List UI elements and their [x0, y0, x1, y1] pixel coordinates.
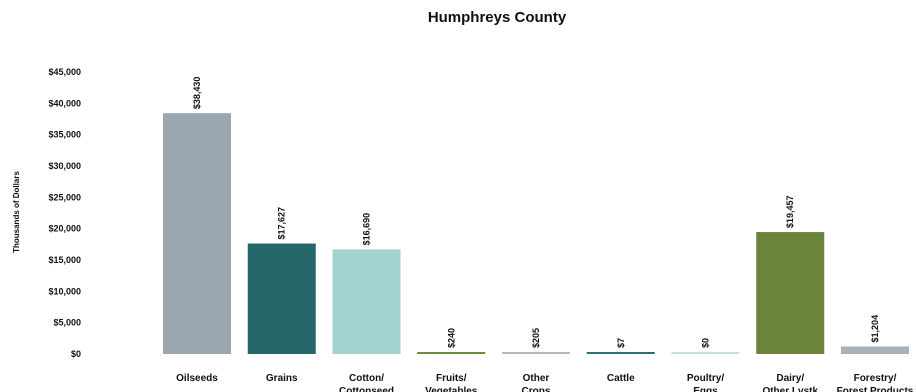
- y-tick-label: $35,000: [48, 130, 81, 140]
- category-label: Cotton/: [349, 373, 384, 384]
- y-tick-label: $10,000: [48, 286, 81, 296]
- y-tick-label: $0: [71, 349, 81, 359]
- data-label: $7: [616, 338, 626, 348]
- data-label: $1,204: [870, 315, 880, 343]
- data-label: $205: [531, 328, 541, 348]
- category-label: Other: [523, 373, 550, 384]
- category-label: Cottonseed: [339, 386, 394, 392]
- category-label: Poultry/: [687, 373, 724, 384]
- category-label: Vegetables: [425, 386, 478, 392]
- data-label: $16,690: [362, 213, 372, 246]
- category-label: Cattle: [607, 373, 635, 384]
- category-labels: Oilseeds Grains Cotton/Cottonseed Fruits/Ve…: [176, 373, 914, 392]
- category-label: Dairy/: [776, 373, 804, 384]
- bar: [586, 352, 655, 354]
- category-label: Forest Products: [837, 386, 914, 392]
- category-label: Other Lvstk: [762, 386, 818, 392]
- category-label: Fruits/: [436, 373, 467, 384]
- bar: [841, 346, 909, 354]
- y-tick-label: $25,000: [48, 192, 81, 202]
- data-label: $240: [446, 328, 456, 348]
- data-labels: $38,430 $17,627 $16,690 $240 $205 $7 $0 $19,457…: [192, 77, 880, 348]
- data-label: $0: [701, 338, 711, 348]
- category-label: Forestry/: [854, 373, 897, 384]
- data-label: $17,627: [277, 207, 287, 240]
- y-axis-ticks: $0 $5,000 $10,000 $15,000 $20,000 $25,000 $30,…: [48, 67, 81, 359]
- y-tick-label: $40,000: [48, 98, 81, 108]
- bar: [671, 352, 740, 354]
- bar: [502, 352, 570, 354]
- y-tick-label: $5,000: [53, 318, 81, 328]
- y-axis-label: Thousands of Dollars: [12, 171, 21, 253]
- bar: [417, 352, 486, 354]
- bar: [163, 113, 231, 354]
- data-label: $38,430: [192, 77, 202, 110]
- y-tick-label: $45,000: [48, 67, 81, 77]
- category-label: Oilseeds: [176, 373, 218, 384]
- bars: [163, 113, 909, 354]
- y-tick-label: $30,000: [48, 161, 81, 171]
- category-label: Grains: [266, 373, 298, 384]
- bar: [332, 249, 401, 354]
- y-tick-label: $20,000: [48, 224, 81, 234]
- category-label: Crops: [522, 386, 551, 392]
- category-label: Eggs: [693, 386, 718, 392]
- bar: [756, 232, 825, 354]
- data-label: $19,457: [785, 196, 795, 229]
- y-tick-label: $15,000: [48, 255, 81, 265]
- bar: [247, 243, 316, 354]
- chart-title: Humphreys County: [428, 9, 567, 26]
